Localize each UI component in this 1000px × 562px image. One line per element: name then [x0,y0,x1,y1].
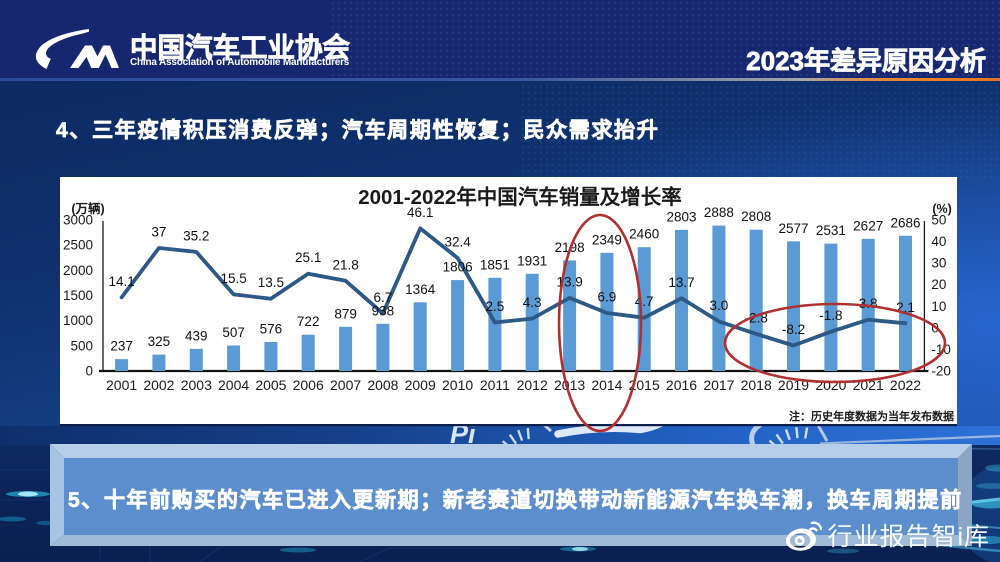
svg-text:35.2: 35.2 [183,228,209,243]
svg-text:4.7: 4.7 [635,294,654,309]
svg-text:1931: 1931 [517,253,547,268]
svg-text:40: 40 [931,234,946,249]
svg-text:6.9: 6.9 [598,290,617,305]
svg-text:13.5: 13.5 [258,275,284,290]
svg-text:(%): (%) [932,202,951,216]
svg-text:(万辆): (万辆) [71,201,104,216]
svg-text:21.8: 21.8 [332,257,358,272]
svg-text:2001: 2001 [106,377,137,393]
svg-text:500: 500 [70,338,93,353]
svg-text:-1.8: -1.8 [819,308,842,323]
svg-text:507: 507 [222,325,245,340]
svg-text:2005: 2005 [255,377,286,393]
svg-text:2460: 2460 [629,227,659,242]
svg-text:2003: 2003 [181,377,212,393]
svg-text:2022: 2022 [890,377,921,393]
svg-text:879: 879 [334,306,357,321]
svg-text:576: 576 [260,322,283,337]
svg-text:3000: 3000 [63,213,93,228]
svg-text:10: 10 [931,299,946,314]
svg-text:1500: 1500 [63,288,93,303]
svg-text:3.0: 3.0 [710,298,729,313]
svg-text:6.7: 6.7 [374,290,393,305]
svg-text:2349: 2349 [592,232,622,247]
svg-text:37: 37 [151,225,166,240]
svg-text:938: 938 [372,303,395,318]
svg-text:-8.2: -8.2 [782,322,805,337]
svg-text:2000: 2000 [63,263,93,278]
svg-text:2013: 2013 [554,377,585,393]
svg-text:2888: 2888 [704,205,734,220]
svg-text:15.5: 15.5 [220,271,246,286]
svg-text:237: 237 [110,339,133,354]
svg-text:2686: 2686 [890,215,920,230]
svg-text:2008: 2008 [367,377,398,393]
svg-text:2020: 2020 [815,377,846,393]
svg-text:2627: 2627 [853,218,883,233]
svg-text:32.4: 32.4 [444,235,471,250]
svg-text:722: 722 [297,314,320,329]
svg-text:-20: -20 [931,364,951,379]
svg-text:50: 50 [931,213,946,228]
svg-text:2011: 2011 [480,377,510,393]
svg-text:2004: 2004 [218,377,249,393]
svg-text:0: 0 [85,364,93,379]
svg-text:439: 439 [185,328,208,343]
svg-text:注：历史年度数据为当年发布数据: 注：历史年度数据为当年发布数据 [789,409,954,423]
svg-text:2006: 2006 [293,377,324,393]
svg-text:13.7: 13.7 [668,275,694,290]
svg-text:2002: 2002 [143,377,174,393]
svg-text:2017: 2017 [703,377,734,393]
svg-text:2803: 2803 [666,209,696,224]
svg-text:2015: 2015 [629,377,660,393]
svg-text:2009: 2009 [405,377,436,393]
svg-text:1364: 1364 [405,282,436,297]
svg-text:2018: 2018 [741,377,772,393]
svg-text:2808: 2808 [741,209,771,224]
svg-text:325: 325 [148,334,171,349]
svg-text:4.3: 4.3 [523,295,542,310]
svg-text:2016: 2016 [666,377,697,393]
svg-text:2010: 2010 [442,377,473,393]
svg-text:30: 30 [931,256,946,271]
svg-text:2.5: 2.5 [486,299,505,314]
svg-text:2577: 2577 [778,221,808,236]
svg-text:1806: 1806 [443,260,473,275]
svg-text:2001-2022年中国汽车销量及增长率: 2001-2022年中国汽车销量及增长率 [358,185,682,209]
svg-text:25.1: 25.1 [295,250,321,265]
svg-text:2007: 2007 [330,377,361,393]
svg-text:2500: 2500 [63,238,93,253]
svg-text:2014: 2014 [591,377,622,393]
svg-text:1000: 1000 [63,313,93,328]
svg-text:1851: 1851 [480,257,510,272]
svg-text:2531: 2531 [816,223,846,238]
svg-text:2012: 2012 [517,377,548,393]
svg-text:46.1: 46.1 [407,205,433,220]
svg-text:20: 20 [931,277,946,292]
svg-text:3.8: 3.8 [859,296,878,311]
svg-text:14.1: 14.1 [108,274,134,289]
